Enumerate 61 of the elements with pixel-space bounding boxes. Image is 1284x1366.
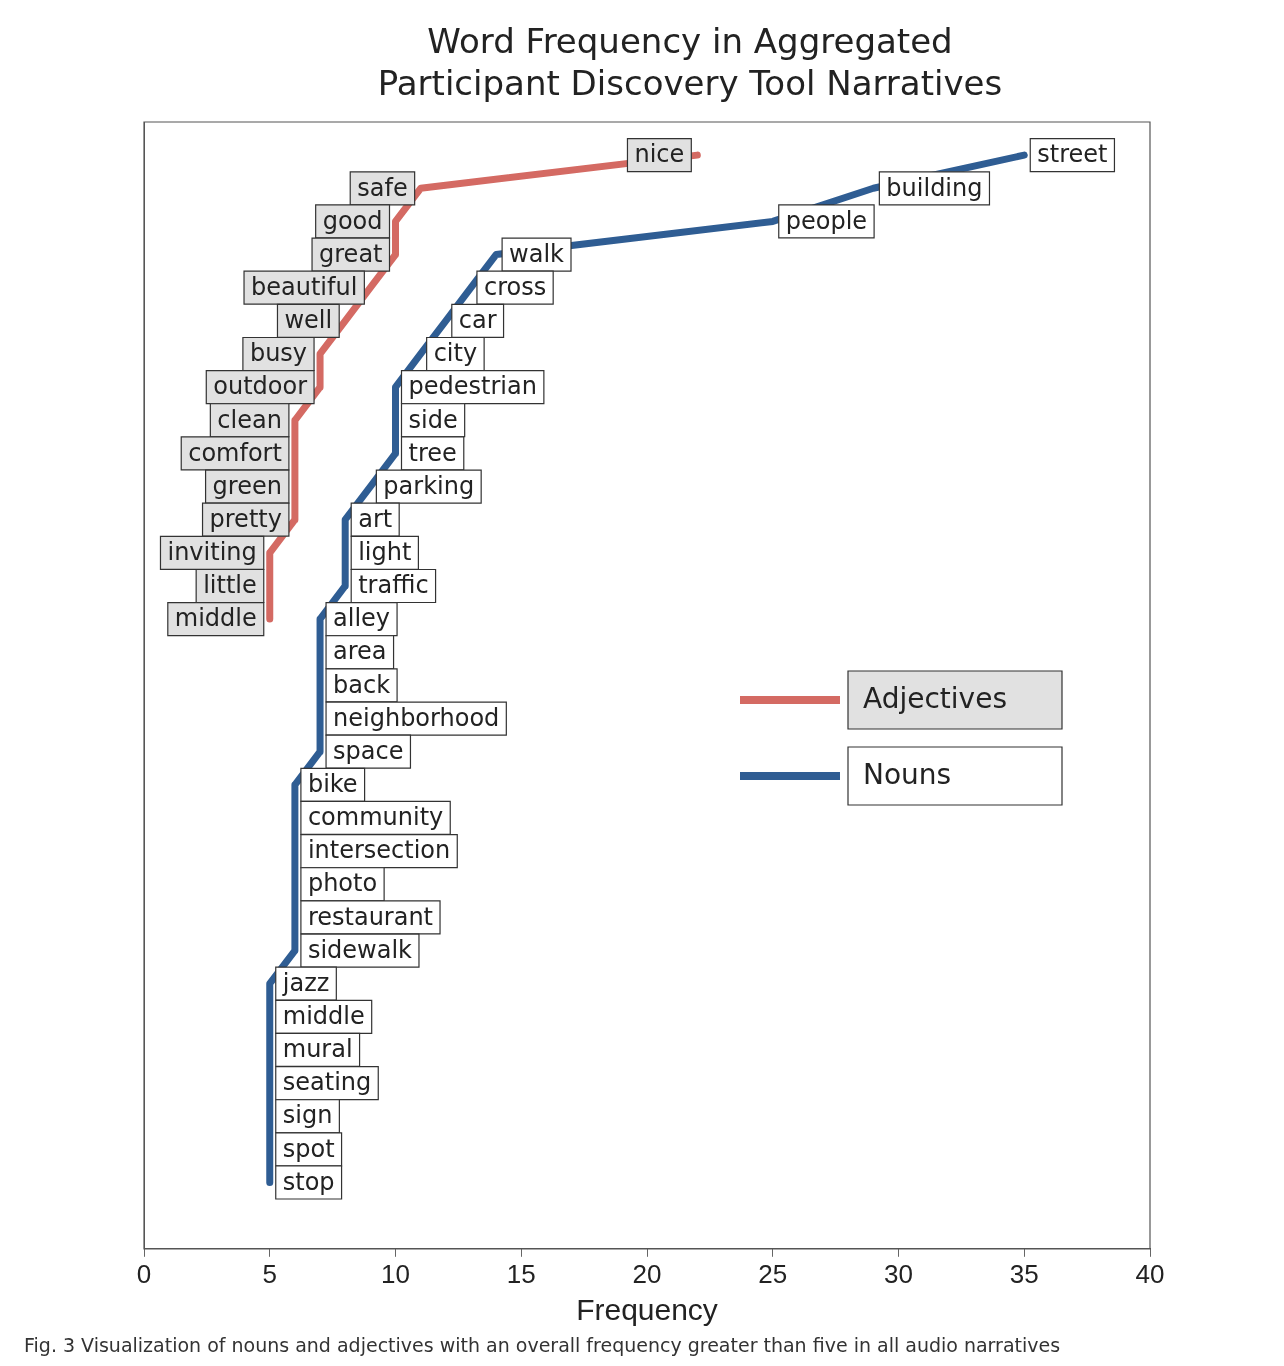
data-label: middle (282, 1002, 365, 1031)
data-label: people (785, 206, 868, 235)
data-label: nice (634, 140, 685, 169)
data-label: clean (217, 405, 282, 434)
data-label: stop (282, 1167, 335, 1196)
legend-label: Nouns (863, 758, 952, 792)
data-label: back (333, 670, 391, 699)
data-label: seating (282, 1068, 372, 1097)
data-label: alley (333, 604, 391, 633)
data-label: great (319, 239, 383, 268)
data-label: light (358, 538, 412, 567)
x-tick-label: 25 (758, 1258, 788, 1289)
data-label: busy (249, 339, 308, 368)
data-label: pedestrian (408, 372, 537, 401)
data-label: sign (282, 1101, 333, 1130)
legend-label: Adjectives (863, 682, 1007, 716)
data-label: spot (282, 1134, 335, 1163)
data-label: car (458, 306, 497, 335)
x-tick-label: 10 (381, 1258, 410, 1289)
x-tick-label: 20 (632, 1258, 662, 1289)
data-label: side (408, 405, 458, 434)
data-label: mural (282, 1035, 353, 1064)
data-label: area (333, 637, 387, 666)
data-label: parking (383, 471, 475, 500)
data-label: green (212, 471, 282, 500)
data-label: outdoor (213, 372, 308, 401)
data-label: comfort (188, 438, 282, 467)
x-tick-label: 35 (1009, 1258, 1039, 1289)
x-tick-label: 40 (1135, 1258, 1165, 1289)
data-label: jazz (281, 968, 330, 997)
x-tick-label: 15 (506, 1258, 536, 1289)
data-label: safe (357, 173, 408, 202)
data-label: beautiful (251, 272, 358, 301)
data-label: pretty (209, 504, 282, 533)
data-label: cross (483, 272, 547, 301)
data-label: inviting (167, 538, 257, 567)
data-label: little (203, 571, 257, 600)
data-label: good (322, 206, 383, 235)
data-label: photo (307, 869, 378, 898)
data-label: traffic (358, 571, 429, 600)
data-label: building (886, 173, 983, 202)
data-label: restaurant (307, 902, 434, 931)
data-label: art (358, 504, 393, 533)
data-label: city (433, 339, 478, 368)
caption: Fig. 3 Visualization of nouns and adjectives with an overall frequency greater than five in all audio narratives (24, 1334, 1061, 1356)
data-label: well (284, 306, 333, 335)
data-label: sidewalk (307, 935, 413, 964)
x-tick-label: 0 (136, 1258, 152, 1289)
data-label: community (307, 803, 444, 832)
x-tick-label: 30 (884, 1258, 913, 1289)
x-tick-label: 5 (262, 1258, 277, 1289)
data-label: middle (174, 604, 257, 633)
data-label: neighborhood (333, 703, 500, 732)
data-label: tree (408, 438, 457, 467)
data-label: bike (307, 770, 358, 799)
data-label: intersection (307, 836, 451, 865)
data-label: walk (509, 239, 565, 268)
x-axis-title: Frequency (576, 1293, 718, 1327)
data-label: space (333, 736, 404, 765)
data-label: street (1037, 140, 1108, 169)
chart-title: Word Frequency in Aggregated Participant Discovery Tool Narratives (376, 20, 1004, 104)
